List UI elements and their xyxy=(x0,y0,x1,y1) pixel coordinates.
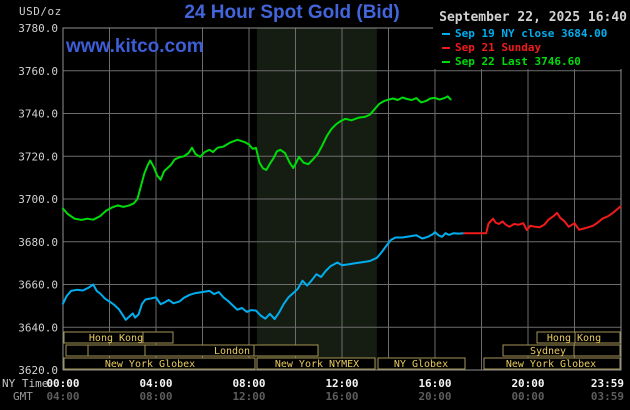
y-axis-tick-label: 3700.0 xyxy=(18,193,58,206)
legend-row-sep19: Sep 19 NY close 3684.00 xyxy=(433,27,629,41)
legend-label: Sep 22 Last 3746.60 xyxy=(455,55,581,68)
y-axis-tick-label: 3740.0 xyxy=(18,108,58,121)
ny-time-tick-label: 20:00 xyxy=(511,377,544,390)
y-axis-tick-label: 3660.0 xyxy=(18,279,58,292)
plot-border xyxy=(62,27,622,371)
gmt-tick-label: 08:00 xyxy=(139,390,172,403)
y-axis-tick-label: 3780.0 xyxy=(18,22,58,35)
gmt-tick-label: 20:00 xyxy=(418,390,451,403)
ny-time-tick-label: 04:00 xyxy=(139,377,172,390)
gmt-axis-label: GMT xyxy=(13,390,33,403)
ny-time-tick-label: 23:59 xyxy=(591,377,624,390)
session-box xyxy=(483,357,621,370)
ny-time-tick-label: 12:00 xyxy=(325,377,358,390)
gmt-tick-label: 03:59 xyxy=(591,390,624,403)
ny-time-axis-label: NY Time xyxy=(2,377,49,390)
ny-time-tick-label: 00:00 xyxy=(46,377,79,390)
session-box xyxy=(63,331,174,344)
legend-label: Sep 21 Sunday xyxy=(455,41,542,54)
y-axis-tick-label: 3680.0 xyxy=(18,236,58,249)
session-label: NY Globex xyxy=(394,359,448,370)
y-axis-tick-label: 3760.0 xyxy=(18,65,58,78)
session-label: London xyxy=(214,346,250,357)
ny-time-tick-label: 16:00 xyxy=(418,377,451,390)
legend-row-sep21: Sep 21 Sunday xyxy=(433,41,629,55)
gmt-tick-label: 12:00 xyxy=(232,390,265,403)
session-label: Sydney xyxy=(530,346,566,357)
ny-time-tick-label: 08:00 xyxy=(232,377,265,390)
session-box xyxy=(63,357,256,370)
legend-row-sep22: Sep 22 Last 3746.60 xyxy=(433,55,629,69)
session-box xyxy=(256,357,376,370)
y-axis-unit-label: USD/oz xyxy=(19,5,62,18)
gmt-tick-label: 00:00 xyxy=(511,390,544,403)
session-label: Hong Kong xyxy=(89,333,143,344)
y-axis-tick-label: 3620.0 xyxy=(18,364,58,377)
session-label: New York NYMEX xyxy=(275,359,359,370)
price-line-sep-19-ny-close xyxy=(62,231,466,321)
session-label: New York Globex xyxy=(105,359,195,370)
legend-dash-icon xyxy=(442,47,450,49)
session-label: Hong Kong xyxy=(547,333,601,344)
price-line-sep-21-sunday xyxy=(463,205,622,235)
y-axis-tick-label: 3640.0 xyxy=(18,321,58,334)
session-label: New York Globex xyxy=(506,359,596,370)
session-box xyxy=(377,357,466,370)
legend-dash-icon xyxy=(442,61,450,63)
price-line-sep-22-last xyxy=(62,95,452,221)
session-box xyxy=(536,331,621,344)
chart-legend: Sep 19 NY close 3684.00 Sep 21 Sunday Se… xyxy=(433,27,629,69)
legend-label: Sep 19 NY close 3684.00 xyxy=(455,27,608,40)
y-axis-tick-label: 3720.0 xyxy=(18,150,58,163)
page-title: 24 Hour Spot Gold (Bid) xyxy=(184,2,400,23)
session-box xyxy=(502,344,621,357)
kitco-watermark-link[interactable]: www.kitco.com xyxy=(66,36,204,57)
gmt-tick-label: 04:00 xyxy=(46,390,79,403)
gmt-tick-label: 16:00 xyxy=(325,390,358,403)
session-box xyxy=(65,344,319,357)
legend-dash-icon xyxy=(442,33,450,35)
chart-datetime-label: September 22, 2025 16:40 xyxy=(439,10,627,25)
